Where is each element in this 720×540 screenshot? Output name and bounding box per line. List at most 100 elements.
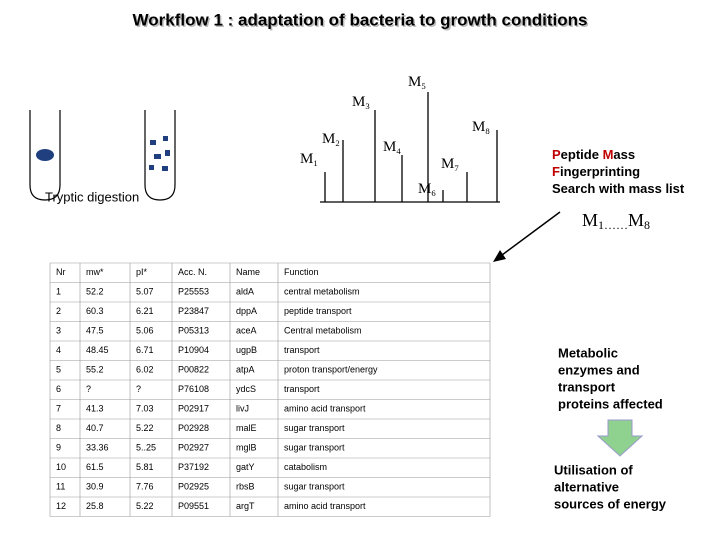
table-cell: 1 <box>56 287 61 297</box>
table-cell: Central metabolism <box>284 326 362 336</box>
table-cell: sugar transport <box>284 482 345 492</box>
table-cell: 6.02 <box>136 365 154 375</box>
table-cell: ? <box>86 384 91 394</box>
mass-label: M2 <box>322 131 340 148</box>
mass-index: 5 <box>421 81 425 91</box>
table-cell: central metabolism <box>284 287 360 297</box>
table-cell: ? <box>136 384 141 394</box>
search-segment: P <box>552 147 561 162</box>
table-cell: 4 <box>56 345 61 355</box>
table-cell: sugar transport <box>284 423 345 433</box>
table-cell: 5.07 <box>136 287 154 297</box>
conclusion-line: proteins affected <box>558 396 663 411</box>
mass-label: M4 <box>383 139 401 156</box>
table: Nr mw* pI* Acc. N. Name Function 1 52.2 5.07 P255… <box>49 262 491 517</box>
title-shadow: Workflow 1 : adaptation of bacteria to g… <box>134 12 589 31</box>
mass-label: M1 <box>300 151 318 168</box>
mass-letter: M <box>300 151 313 167</box>
table-cell: gatY <box>236 462 255 472</box>
table-cell: 60.3 <box>86 306 104 316</box>
table-cell: 52.2 <box>86 287 104 297</box>
table-cell: 5.22 <box>136 423 154 433</box>
table-cell: Acc. N. <box>178 267 207 277</box>
table-cell: P05313 <box>178 326 209 336</box>
table-cell: P02925 <box>178 482 209 492</box>
table-cell: mglB <box>236 443 257 453</box>
mass-index: 8 <box>644 218 650 232</box>
table-cell: ugpB <box>236 345 257 355</box>
table-cell: 7 <box>56 404 61 414</box>
search-line: Peptide Mass <box>552 147 635 162</box>
table-cell: 7.76 <box>136 482 154 492</box>
mass-letter: M <box>472 119 485 135</box>
mass-index: 8 <box>485 126 489 136</box>
table-cell: P00822 <box>178 365 209 375</box>
mass-label: M7 <box>441 156 459 173</box>
table-cell: 61.5 <box>86 462 104 472</box>
mass-letter: M <box>582 210 598 230</box>
table-cell: 7.03 <box>136 404 154 414</box>
table-cell: peptide transport <box>284 306 352 316</box>
protein-dot <box>36 149 54 161</box>
table-cell: rbsB <box>236 482 255 492</box>
down-arrow <box>596 419 644 457</box>
table-cell: P10904 <box>178 345 209 355</box>
ellipsis: …… <box>604 218 628 232</box>
tube <box>29 110 61 201</box>
table-cell: 40.7 <box>86 423 104 433</box>
table-cell: 5..25 <box>136 443 156 453</box>
table-cell: 41.3 <box>86 404 104 414</box>
arrowhead <box>493 250 506 262</box>
mass-index: 1 <box>598 218 604 232</box>
search-line: Search with mass list <box>552 181 685 196</box>
mass-index: 4 <box>396 146 401 156</box>
table-cell: atpA <box>236 365 255 375</box>
table-cell: sugar transport <box>284 443 345 453</box>
table-cell: Nr <box>56 267 66 277</box>
search-segment: ingerprinting <box>560 164 640 179</box>
table-cell: 2 <box>56 306 61 316</box>
table-cell: 48.45 <box>86 345 109 355</box>
table-cell: P25553 <box>178 287 209 297</box>
table-cell: 6 <box>56 384 61 394</box>
conclusion-line: enzymes and <box>558 362 640 377</box>
table-cell: 9 <box>56 443 61 453</box>
table-cell: P23847 <box>178 306 209 316</box>
table-cell: P76108 <box>178 384 209 394</box>
mass-letter: M <box>383 139 396 155</box>
search-segment: F <box>552 164 560 179</box>
table-cell: mw* <box>86 267 104 277</box>
table-cell: catabolism <box>284 462 327 472</box>
mass-letter: M <box>441 156 454 172</box>
arrow <box>497 211 561 259</box>
table-cell: 11 <box>56 482 65 492</box>
table-cell: Function <box>284 267 319 277</box>
table-cell: malE <box>236 423 257 433</box>
mass-index: 2 <box>335 138 339 148</box>
mass-letter: M <box>418 181 431 197</box>
table-cell: proton transport/energy <box>284 365 378 375</box>
conclusion-line: Utilisation of <box>554 462 633 477</box>
conclusion-line: sources of energy <box>554 496 667 511</box>
table-cell: 5.22 <box>136 501 154 511</box>
table-cell: 10 <box>56 462 66 472</box>
table-cell: 12 <box>56 501 66 511</box>
table-cell: 5.06 <box>136 326 154 336</box>
mass-letter: M <box>408 74 421 90</box>
conclusion-line: Metabolic <box>558 345 618 360</box>
spectrum <box>320 92 500 203</box>
table-cell: 55.2 <box>86 365 104 375</box>
table-cell: Name <box>236 267 260 277</box>
title: Workflow 1 : adaptation of bacteria to g… <box>133 10 588 29</box>
mass-letter: M <box>352 94 365 110</box>
peptides <box>149 136 170 171</box>
table-cell: ydcS <box>236 384 256 394</box>
search-segment: ass <box>613 147 635 162</box>
table-cell: argT <box>236 501 255 511</box>
table-cell: aceA <box>236 326 257 336</box>
table-cell: 30.9 <box>86 482 104 492</box>
mass-label: M5 <box>408 74 426 91</box>
mass-index: 6 <box>431 188 436 198</box>
conclusion-line: transport <box>558 379 616 394</box>
